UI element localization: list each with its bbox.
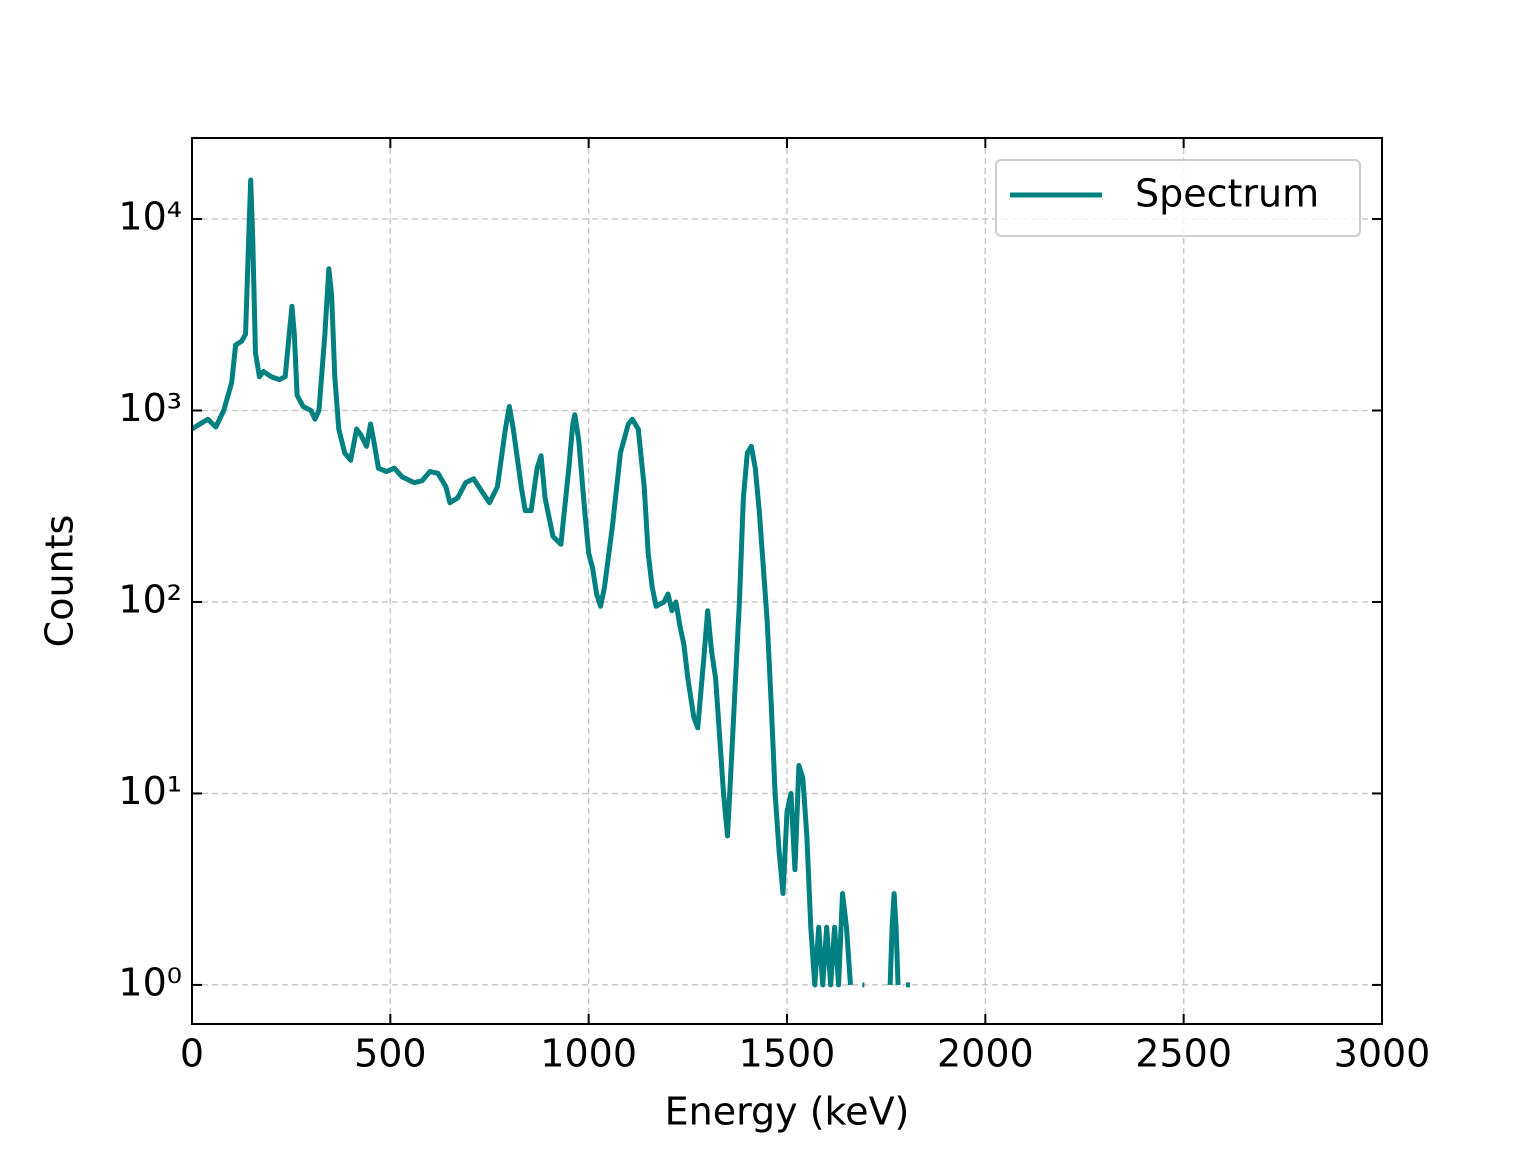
spectrum-line (190, 177, 911, 988)
y-tick-label: 10¹ (118, 769, 182, 813)
legend-label: Spectrum (1135, 172, 1319, 216)
x-tick-label: 0 (180, 1032, 204, 1076)
y-tick-label: 10² (118, 577, 182, 621)
y-tick-label: 10⁴ (118, 195, 182, 239)
x-tick-label: 1000 (540, 1032, 637, 1076)
x-tick-label: 1500 (739, 1032, 836, 1076)
x-tick-label: 2500 (1135, 1032, 1232, 1076)
x-tick-label: 2000 (937, 1032, 1034, 1076)
y-tick-label: 10³ (118, 386, 182, 430)
x-axis-label: Energy (keV) (665, 1090, 910, 1134)
y-axis-label: Counts (38, 515, 82, 648)
x-tick-label: 500 (354, 1032, 427, 1076)
plot-frame (191, 137, 1383, 1025)
x-tick-label: 3000 (1334, 1032, 1431, 1076)
y-tick-label: 10⁰ (118, 960, 182, 1004)
legend-box (995, 159, 1361, 237)
